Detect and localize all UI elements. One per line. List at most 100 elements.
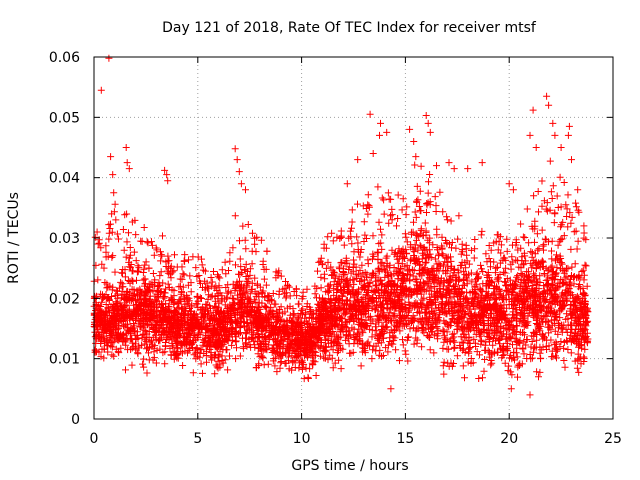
data-point bbox=[134, 268, 142, 276]
data-point bbox=[144, 239, 152, 247]
data-point bbox=[436, 188, 444, 196]
data-point bbox=[161, 293, 169, 301]
data-point bbox=[208, 278, 216, 286]
data-point bbox=[537, 354, 545, 362]
data-point bbox=[425, 333, 433, 341]
data-point bbox=[556, 173, 564, 181]
data-point bbox=[249, 229, 256, 237]
data-point bbox=[279, 340, 287, 348]
data-point bbox=[328, 229, 336, 237]
data-point bbox=[460, 267, 468, 275]
data-point bbox=[128, 344, 136, 352]
data-point bbox=[171, 251, 178, 259]
data-point bbox=[198, 261, 206, 269]
data-point bbox=[340, 241, 348, 249]
data-point bbox=[337, 227, 345, 235]
data-point bbox=[553, 192, 561, 200]
data-point bbox=[92, 261, 100, 269]
data-point bbox=[317, 273, 325, 281]
data-point bbox=[580, 234, 588, 242]
data-point bbox=[104, 348, 112, 356]
data-point bbox=[563, 213, 571, 220]
data-point bbox=[237, 263, 245, 271]
data-point bbox=[356, 253, 364, 261]
data-point bbox=[568, 263, 576, 271]
data-point bbox=[337, 233, 345, 241]
data-point bbox=[552, 255, 559, 263]
data-point bbox=[402, 233, 410, 241]
data-point bbox=[140, 363, 148, 371]
data-point bbox=[312, 372, 320, 379]
data-point bbox=[369, 346, 377, 354]
data-point bbox=[236, 352, 244, 360]
data-point bbox=[413, 182, 421, 190]
data-point bbox=[538, 226, 546, 234]
data-point bbox=[535, 373, 542, 381]
data-point bbox=[214, 357, 222, 365]
data-point bbox=[173, 263, 181, 271]
data-point bbox=[575, 368, 583, 376]
data-point bbox=[481, 356, 489, 363]
data-point bbox=[179, 283, 187, 291]
data-point bbox=[581, 345, 589, 353]
data-point bbox=[105, 221, 113, 229]
data-point bbox=[275, 290, 283, 298]
data-point bbox=[520, 350, 528, 358]
data-point bbox=[564, 346, 572, 353]
data-point bbox=[578, 268, 586, 275]
data-point bbox=[548, 247, 555, 255]
data-point bbox=[417, 162, 425, 170]
data-point bbox=[269, 290, 277, 297]
data-point bbox=[239, 222, 247, 230]
data-point bbox=[411, 161, 419, 169]
data-point bbox=[221, 258, 229, 266]
data-point bbox=[314, 267, 321, 275]
data-point bbox=[535, 208, 542, 216]
data-point bbox=[134, 350, 142, 358]
data-point bbox=[125, 229, 132, 237]
data-point bbox=[439, 328, 447, 336]
data-point bbox=[543, 312, 551, 320]
data-point bbox=[533, 368, 541, 376]
data-point bbox=[126, 244, 134, 251]
data-point bbox=[257, 236, 265, 244]
data-point bbox=[405, 333, 413, 341]
data-point bbox=[377, 225, 384, 233]
data-point bbox=[118, 269, 126, 277]
data-point bbox=[421, 219, 429, 227]
data-point bbox=[299, 288, 307, 296]
data-point bbox=[277, 359, 285, 367]
data-point bbox=[573, 364, 581, 372]
data-point bbox=[242, 329, 250, 337]
data-point bbox=[124, 346, 132, 354]
data-point bbox=[369, 232, 377, 240]
data-point bbox=[260, 275, 268, 283]
data-point bbox=[385, 195, 393, 203]
data-point bbox=[115, 235, 122, 243]
data-point bbox=[402, 350, 410, 358]
data-point bbox=[530, 192, 538, 200]
data-point bbox=[120, 246, 128, 254]
data-point bbox=[528, 253, 536, 261]
data-point bbox=[432, 208, 440, 215]
data-point bbox=[548, 347, 556, 355]
data-point bbox=[433, 225, 441, 233]
data-point bbox=[496, 259, 504, 267]
data-point bbox=[438, 233, 446, 241]
data-point bbox=[387, 212, 394, 220]
data-point bbox=[229, 244, 237, 252]
data-point bbox=[236, 270, 244, 278]
data-point bbox=[109, 252, 117, 260]
data-point bbox=[232, 355, 240, 363]
data-point bbox=[374, 249, 382, 257]
data-point bbox=[402, 211, 410, 219]
data-point bbox=[546, 157, 554, 165]
data-point bbox=[210, 268, 217, 275]
data-point bbox=[161, 360, 169, 368]
data-point bbox=[374, 183, 382, 191]
data-point bbox=[479, 374, 486, 382]
data-point bbox=[232, 261, 239, 269]
data-point bbox=[152, 359, 160, 367]
data-point bbox=[485, 255, 493, 262]
data-point bbox=[426, 346, 434, 354]
